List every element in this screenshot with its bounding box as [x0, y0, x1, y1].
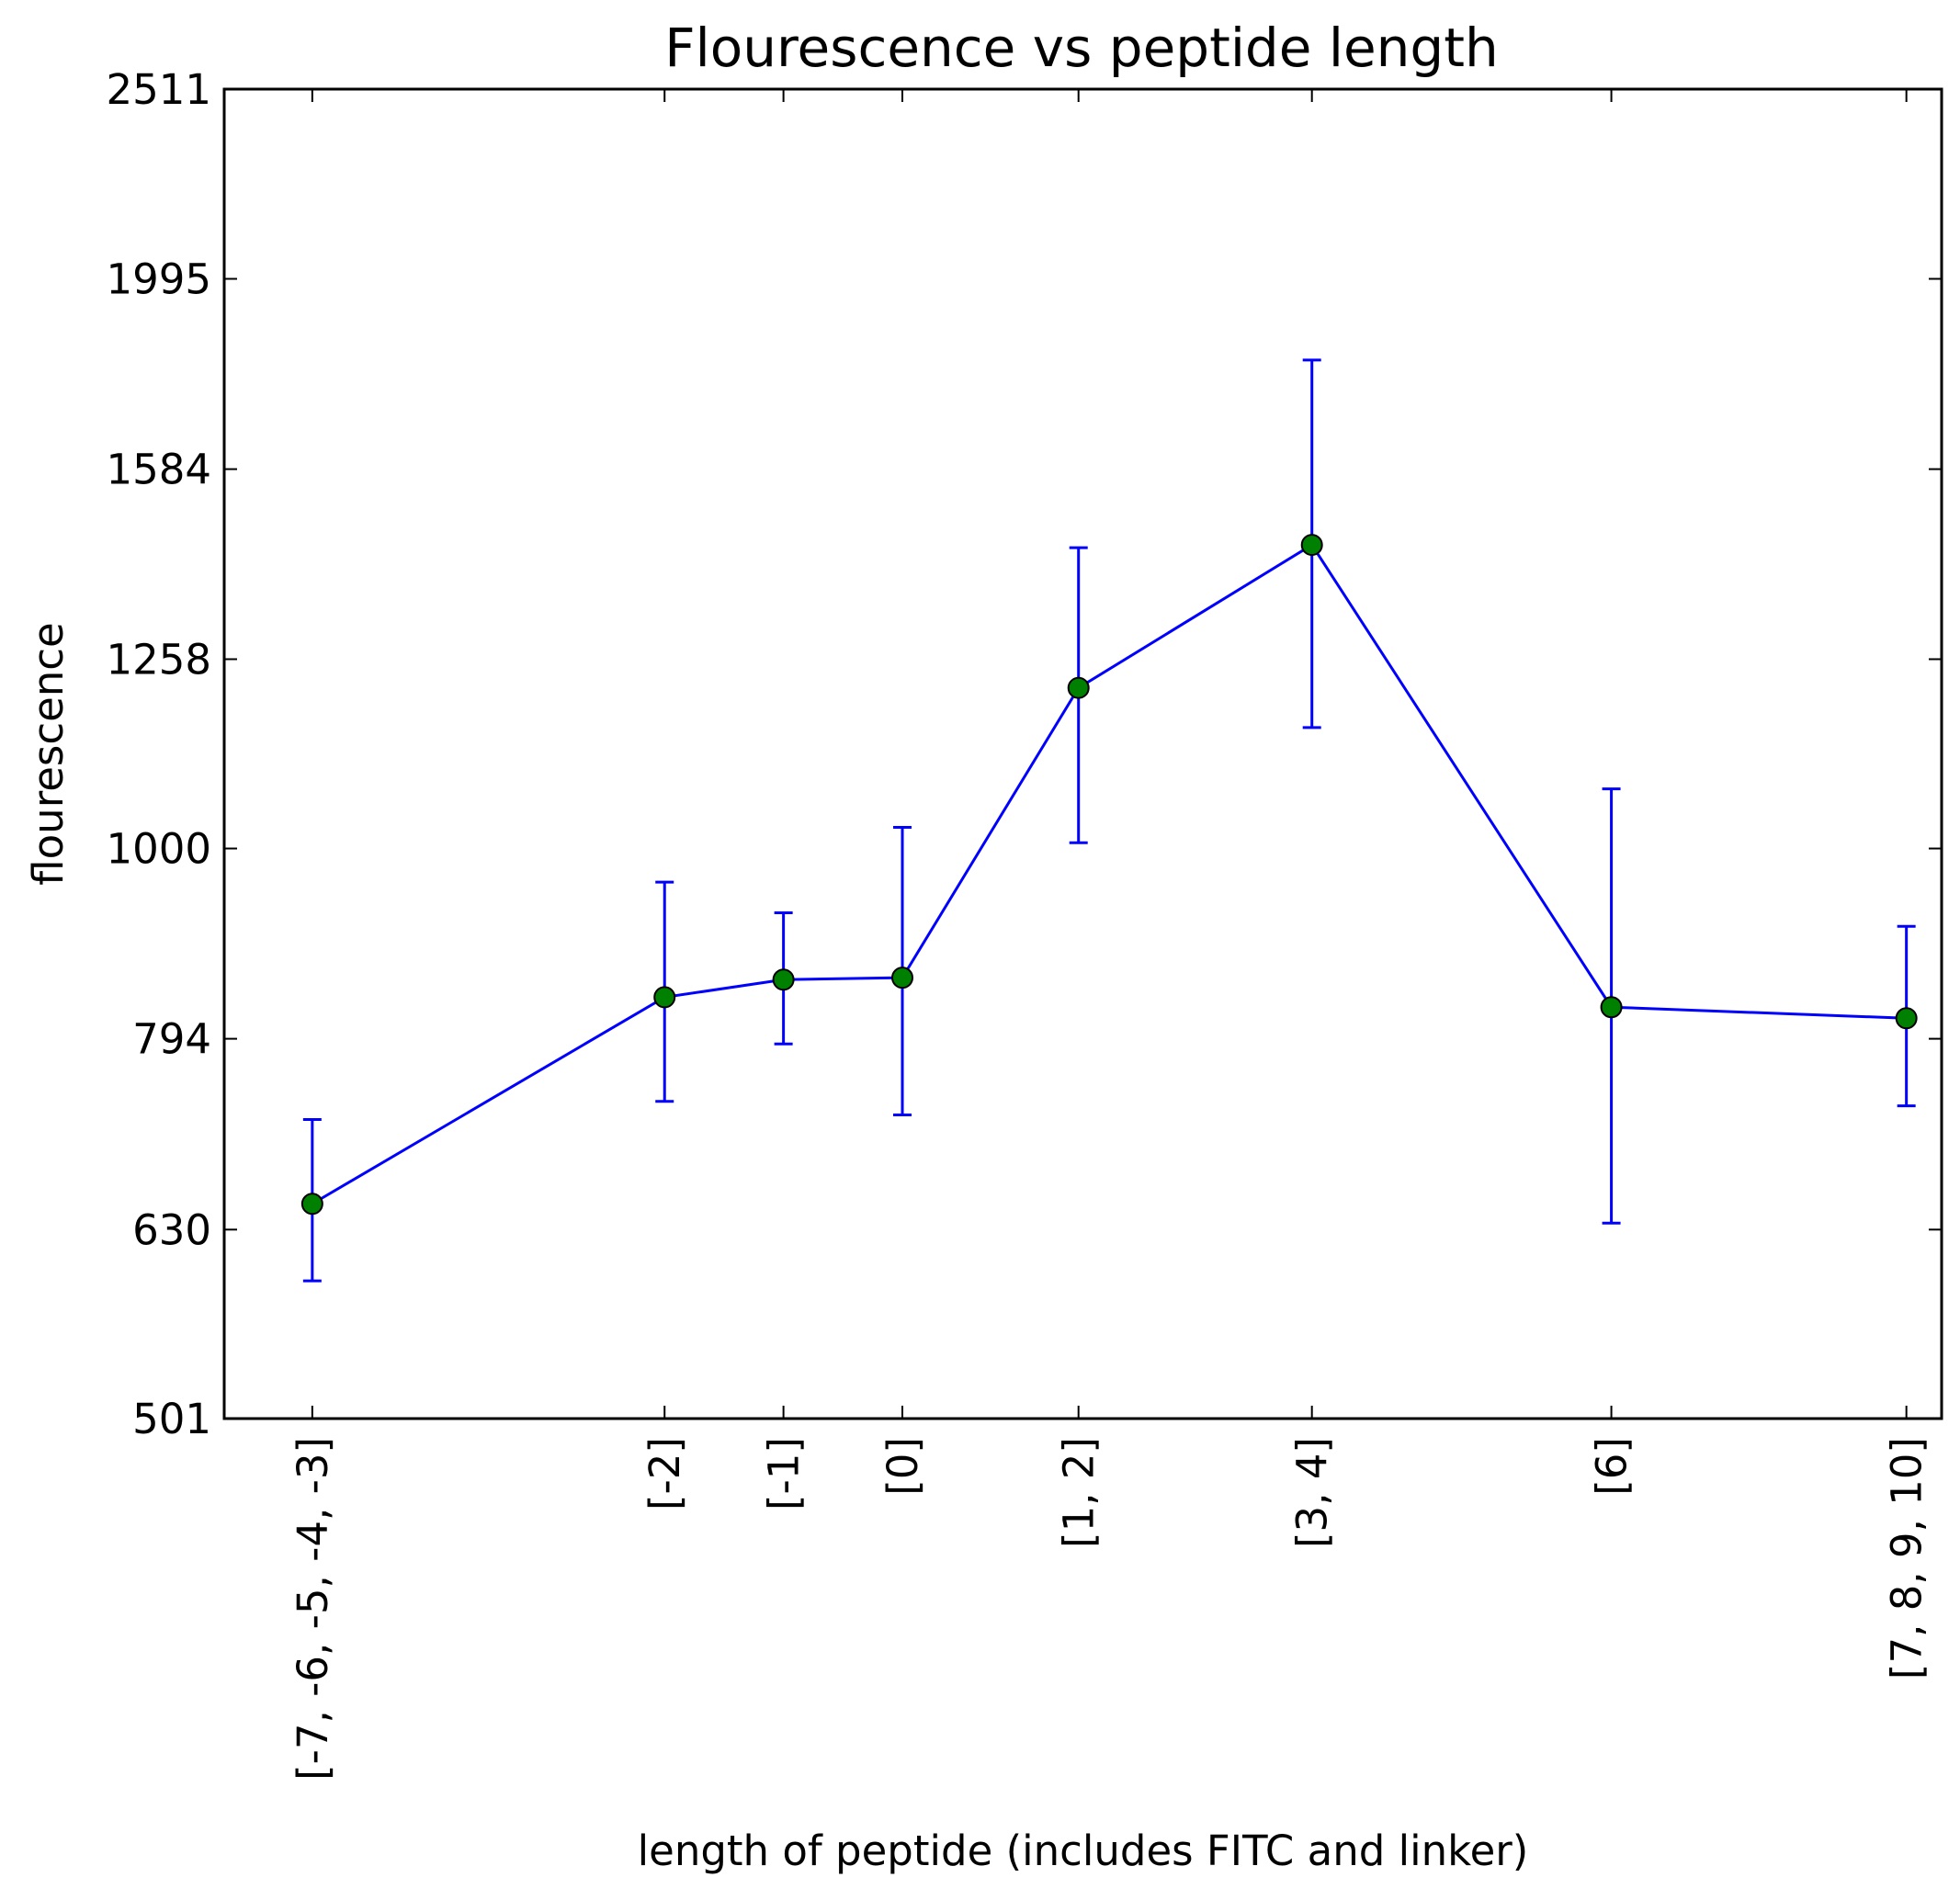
y-tick-label: 794: [132, 1015, 211, 1064]
x-tick-label: [3, 4]: [1288, 1437, 1337, 1548]
y-tick-label: 1995: [106, 255, 211, 304]
y-tick-label: 2511: [106, 65, 211, 114]
y-axis: 501 630 794 1000 1258 1584 1995 2511: [106, 65, 1942, 1443]
x-tick-label: [-7, -6, -5, -4, -3]: [289, 1437, 337, 1781]
x-tick-label: [-1]: [760, 1437, 809, 1510]
data-point: [1300, 534, 1323, 557]
x-axis: [-7, -6, -5, -4, -3] [-2] [-1] [0] [1, 2] [3,…: [289, 89, 1932, 1781]
data-point: [1067, 676, 1090, 699]
data-point: [1895, 1007, 1918, 1030]
data-point: [300, 1193, 323, 1216]
plot-frame: [222, 87, 1943, 1420]
data-point: [1600, 996, 1623, 1019]
y-axis-label: flourescence: [24, 622, 73, 885]
y-tick-label: 501: [132, 1395, 211, 1443]
x-tick-label: [1, 2]: [1055, 1437, 1104, 1548]
plot-area: [300, 358, 1918, 1283]
data-point: [891, 967, 914, 990]
x-tick-label: [-2]: [640, 1437, 689, 1510]
series-line: [312, 543, 1907, 1205]
data-point: [772, 968, 795, 991]
y-tick-label: 630: [132, 1205, 211, 1254]
y-tick-label: 1000: [106, 825, 211, 874]
x-tick-label: [0]: [878, 1437, 927, 1496]
x-tick-label: [6]: [1588, 1437, 1637, 1496]
x-tick-label: [7, 8, 9, 10]: [1883, 1437, 1932, 1679]
y-tick-label: 1258: [106, 635, 211, 684]
x-axis-label: length of peptide (includes FITC and lin…: [638, 1826, 1529, 1875]
data-point: [653, 986, 676, 1009]
chart-title: Flourescence vs peptide length: [664, 17, 1499, 79]
y-tick-label: 1584: [106, 446, 211, 494]
